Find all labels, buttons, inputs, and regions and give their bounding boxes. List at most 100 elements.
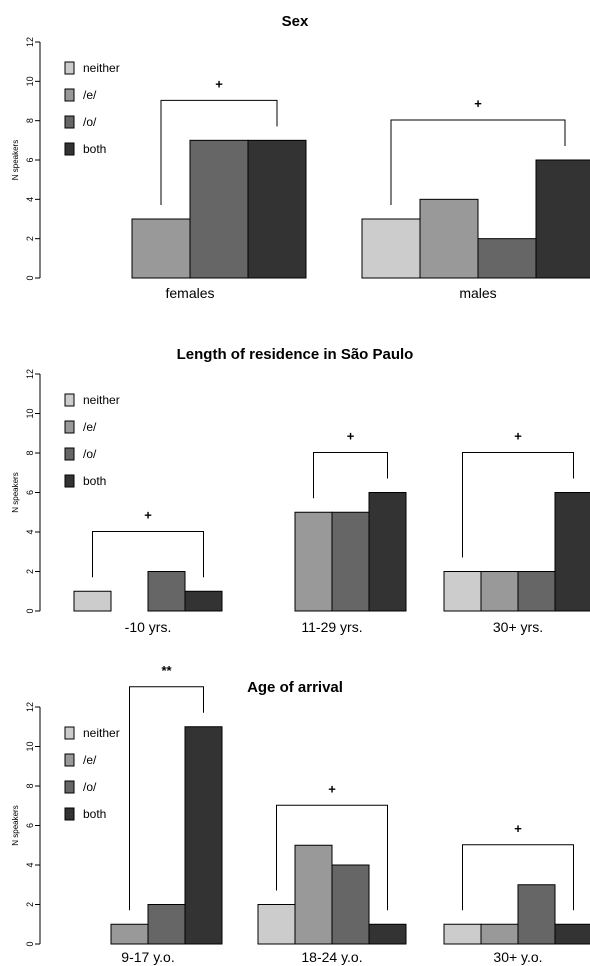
bar-30-y-o--both: [554, 923, 590, 945]
y-tick-label: 6: [25, 823, 35, 828]
bar-11-29-yrs--e: [294, 511, 333, 612]
significance-label: +: [474, 96, 482, 111]
legend-label: /e/: [83, 88, 97, 102]
y-axis-label: N speakers: [11, 140, 20, 180]
chart-panel-2: Length of residence in São Paulo 0 2 4 6 8 10 1…: [11, 346, 590, 635]
significance-label: +: [144, 508, 152, 523]
y-tick-label: 6: [25, 157, 35, 162]
bar-11-29-yrs--both: [368, 492, 407, 612]
bar-30-yrs--both: [554, 492, 590, 612]
legend-label: /o/: [83, 115, 97, 129]
category-label: 9-17 y.o.: [121, 949, 174, 965]
y-tick-label: 0: [25, 941, 35, 946]
y-axis-label: N speakers: [11, 472, 20, 512]
category-label: 30+ y.o.: [493, 949, 542, 965]
y-tick-label: 0: [25, 608, 35, 613]
legend-swatch: [64, 447, 75, 461]
significance-label: +: [347, 429, 355, 444]
bar-30-yrs--e: [480, 571, 519, 612]
bar--10-yrs--both: [184, 590, 223, 612]
bar-30-yrs--o: [517, 571, 556, 612]
significance-label: +: [514, 821, 522, 836]
significance-bracket: [92, 531, 204, 578]
legend-swatch: [64, 474, 75, 488]
category-label: -10 yrs.: [125, 619, 172, 635]
legend-swatch: [64, 88, 75, 102]
significance-label: +: [514, 429, 522, 444]
legend-label: neither: [83, 393, 120, 407]
category-label: 30+ yrs.: [493, 619, 543, 635]
legend-swatch: [64, 726, 75, 740]
chart-title: Length of residence in São Paulo: [177, 346, 414, 363]
legend-label: both: [83, 142, 106, 156]
significance-label: +: [215, 76, 223, 91]
significance-bracket: [390, 119, 566, 205]
bar--10-yrs--neither: [73, 590, 112, 612]
legend-label: /o/: [83, 780, 97, 794]
y-tick-label: 4: [25, 197, 35, 202]
bar-males-o: [477, 238, 537, 279]
legend-swatch: [64, 115, 75, 129]
legend-label: neither: [83, 61, 120, 75]
bar-females-both: [247, 139, 307, 279]
legend-swatch: [64, 142, 75, 156]
legend-label: both: [83, 807, 106, 821]
legend-swatch: [64, 420, 75, 434]
legend-swatch: [64, 753, 75, 767]
y-tick-label: 6: [25, 490, 35, 495]
bar-18-24-y-o--neither: [257, 904, 296, 945]
category-label: 11-29 yrs.: [301, 619, 362, 635]
category-label: males: [459, 285, 496, 301]
bar-30-y-o--neither: [443, 923, 482, 945]
bar-18-24-y-o--both: [368, 923, 407, 945]
legend-swatch: [64, 393, 75, 407]
y-tick-label: 12: [25, 37, 35, 47]
significance-label: +: [328, 781, 336, 796]
y-tick-label: 10: [25, 408, 35, 418]
category-label: females: [165, 285, 214, 301]
bar-males-neither: [361, 218, 421, 279]
legend-label: /e/: [83, 753, 97, 767]
bar--10-yrs--o: [147, 571, 186, 612]
y-tick-label: 10: [25, 76, 35, 86]
chart-title: Age of arrival: [247, 679, 343, 696]
y-tick-label: 12: [25, 702, 35, 712]
legend-label: /o/: [83, 447, 97, 461]
significance-bracket: [313, 452, 388, 499]
category-label: 18-24 y.o.: [301, 949, 362, 965]
y-tick-label: 2: [25, 569, 35, 574]
bar-11-29-yrs--o: [331, 511, 370, 612]
chart-panel-3: Age of arrival 0 2 4 6 8 10 12 N speakers 9-17 y.…: [11, 663, 590, 965]
y-tick-label: 4: [25, 862, 35, 867]
y-tick-label: 2: [25, 236, 35, 241]
y-tick-label: 4: [25, 529, 35, 534]
bar-30-yrs--neither: [443, 571, 482, 612]
bar-females-o: [189, 139, 249, 279]
bar-males-e: [419, 198, 479, 279]
bar-9-17-y-o--e: [110, 923, 149, 945]
bar-9-17-y-o--o: [147, 904, 186, 945]
legend-label: neither: [83, 726, 120, 740]
bar-females-e: [131, 218, 191, 279]
legend-swatch: [64, 807, 75, 821]
y-tick-label: 12: [25, 369, 35, 379]
y-tick-label: 8: [25, 450, 35, 455]
y-tick-label: 10: [25, 741, 35, 751]
y-tick-label: 2: [25, 902, 35, 907]
significance-bracket: [160, 99, 278, 205]
significance-bracket: [129, 686, 204, 911]
legend-label: /e/: [83, 420, 97, 434]
significance-bracket: [462, 452, 574, 558]
y-tick-label: 8: [25, 118, 35, 123]
significance-bracket: [276, 804, 388, 911]
bar-30-y-o--o: [517, 884, 556, 945]
significance-bracket: [462, 844, 574, 911]
chart-title: Sex: [282, 13, 309, 30]
legend-swatch: [64, 61, 75, 75]
legend-label: both: [83, 474, 106, 488]
y-tick-label: 8: [25, 783, 35, 788]
bar-18-24-y-o--o: [331, 864, 370, 945]
chart-panel-1: Sex 0 2 4 6 8 10 12 N speakers females males + + neit…: [11, 13, 590, 301]
bar-30-y-o--e: [480, 923, 519, 945]
